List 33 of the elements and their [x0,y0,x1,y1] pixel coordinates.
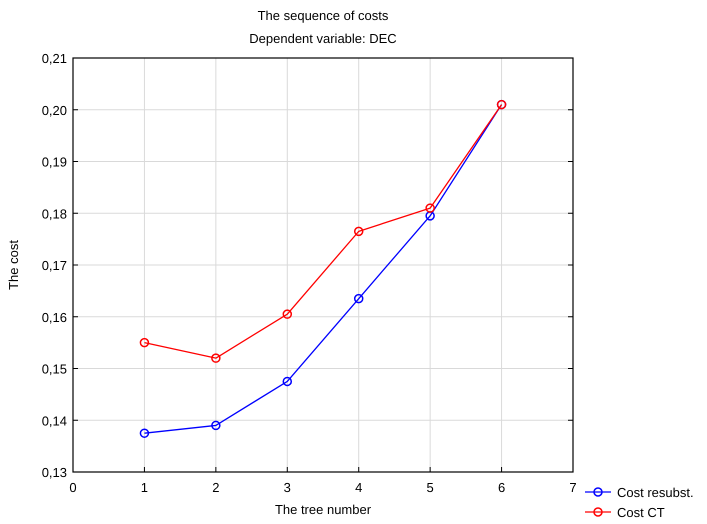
y-tick-label: 0,13 [42,465,67,480]
y-axis-title: The cost [6,240,21,290]
x-tick-label: 3 [284,480,291,495]
legend-label: Cost CT [617,505,665,520]
point [425,211,435,221]
y-tick-label: 0,21 [42,51,67,66]
y-tick-label: 0,14 [42,413,67,428]
point [140,428,150,438]
x-tick-label: 5 [426,480,434,495]
point [282,376,292,386]
x-axis-title: The tree number [274,502,372,517]
y-tick-label: 0,15 [42,362,67,376]
point [211,420,221,430]
chart-subtitle: Dependent variable: DEC [249,31,397,46]
point [282,309,292,319]
x-tick-label: 2 [212,480,220,495]
y-tick-label: 0,19 [42,154,67,170]
point [354,226,364,236]
x-tick-label: 4 [355,480,362,495]
x-tick-label: 7 [569,480,577,495]
x-tick-label: 1 [140,480,148,495]
point [354,294,364,304]
point [425,203,435,213]
y-tick-label: 0,17 [42,258,67,273]
x-tick-label: 0 [69,480,77,495]
x-tick-label: 6 [498,480,506,495]
y-tick-label: 0,16 [42,310,67,325]
point [211,353,221,363]
legend-label: Cost resubst. [617,485,694,500]
chart-title: The sequence of costs [258,8,389,23]
y-tick-label: 0,18 [42,206,67,222]
y-tick-label: 0,20 [42,102,67,118]
point [140,338,150,348]
